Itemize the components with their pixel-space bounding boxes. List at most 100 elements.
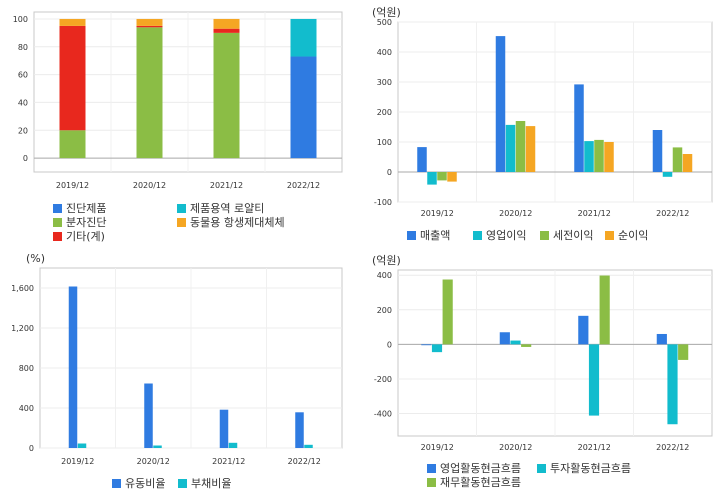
bar [652, 130, 663, 172]
x-tick-label: 2020/12 [499, 209, 532, 218]
bar [136, 27, 163, 159]
legend-label: 순이익 [618, 229, 649, 242]
y-tick-label: 300 [377, 78, 392, 87]
x-tick-label: 2020/12 [137, 457, 170, 466]
x-tick-label: 2020/12 [499, 443, 532, 452]
y-tick-label: 0 [387, 340, 392, 349]
y-tick-label: 20 [18, 126, 28, 135]
x-tick-label: 2019/12 [56, 181, 89, 190]
x-tick-label: 2019/12 [421, 209, 454, 218]
legend-item: 재무활동현금흐름 [427, 476, 521, 489]
bar [499, 332, 510, 345]
bar [59, 25, 86, 131]
bar [447, 172, 457, 182]
bar [667, 344, 678, 425]
legend-item: 분자진단 [53, 216, 106, 229]
chart-cashflow: -400 -200 0 200 400 2019/12 2020/12 2021/12 2022… [374, 269, 713, 452]
unit-label: (억원) [372, 254, 401, 267]
bar [295, 412, 304, 448]
chart-panel-income: (억원) -100 0 100 200 300 400 500 2019/12 2020/12 2… [362, 0, 720, 246]
legend-swatch [605, 231, 614, 240]
bar [431, 344, 443, 353]
legend-revenue-mix: 진단제품 제품용역 로얄티 분자진단 동물용 항생제대체체 기타(계) [0, 0, 355, 246]
x-tick-label: 2021/12 [578, 443, 611, 452]
bar [515, 121, 526, 172]
chart-panel-revenue-mix: 0 20 40 60 80 100 2019/12 2020/12 2021/12 2022/12… [0, 0, 355, 246]
bar [68, 286, 78, 448]
bar [153, 445, 162, 448]
legend-label: 진단제품 [66, 202, 107, 215]
legend-swatch [53, 218, 62, 227]
y-tick-label: -200 [374, 375, 392, 384]
y-tick-label: 60 [18, 71, 28, 80]
legend-swatch [427, 464, 436, 473]
chart-ratios: 0 400 800 1,200 1,600 2019/12 2020/12 2021/12 20… [11, 267, 343, 466]
x-tick-label: 2020/12 [133, 181, 166, 190]
legend-item: 동물용 항생제대체체 [177, 216, 285, 229]
legend-label: 투자활동현금흐름 [550, 462, 631, 475]
legend-swatch [473, 231, 482, 240]
legend-ratios: 유동비율 부채비율 [0, 248, 355, 496]
legend-item: 세전이익 [540, 229, 593, 242]
unit-label: (%) [26, 252, 46, 265]
y-tick-label: 40 [18, 98, 28, 107]
bar [213, 18, 240, 29]
bar [437, 172, 447, 181]
legend-label: 유동비율 [125, 477, 166, 490]
legend-cashflow: 영업활동현금흐름 투자활동현금흐름 재무활동현금흐름 [362, 248, 720, 496]
bar [662, 172, 673, 177]
legend-label: 재무활동현금흐름 [440, 476, 521, 489]
x-tick-label: 2021/12 [210, 181, 243, 190]
bar [213, 32, 240, 159]
bar [584, 141, 594, 172]
legend-label: 세전이익 [553, 229, 594, 242]
legend-swatch [178, 479, 187, 488]
y-tick-label: 80 [18, 43, 28, 52]
legend-label: 영업이익 [486, 229, 527, 242]
y-tick-label: -400 [374, 410, 392, 419]
x-tick-label: 2021/12 [212, 457, 245, 466]
x-tick-label: 2022/12 [656, 443, 689, 452]
legend-item: 유동비율 [112, 477, 165, 490]
bar [578, 315, 589, 345]
bar [417, 147, 427, 172]
y-tick-label: 1,200 [11, 324, 34, 333]
legend-item: 기타(계) [53, 230, 105, 243]
bar [228, 442, 238, 448]
legend-label: 제품용역 로얄티 [190, 202, 265, 215]
y-tick-label: 0 [387, 168, 392, 177]
bar [290, 56, 317, 159]
bar [521, 344, 532, 347]
bar [59, 18, 86, 26]
legend-swatch [53, 232, 62, 241]
legend-swatch [177, 218, 186, 227]
bar [136, 25, 163, 28]
y-tick-label: 100 [13, 15, 28, 24]
legend-swatch [112, 479, 121, 488]
y-tick-label: 800 [19, 364, 34, 373]
legend-item: 영업이익 [473, 229, 526, 242]
legend-label: 영업활동현금흐름 [440, 462, 521, 475]
bar [599, 275, 610, 345]
bar [77, 443, 87, 448]
x-tick-label: 2022/12 [288, 457, 321, 466]
bar [144, 383, 153, 448]
bar [505, 124, 516, 172]
legend-label: 분자진단 [66, 216, 107, 229]
bar [525, 126, 536, 172]
y-tick-label: 500 [377, 18, 392, 27]
legend-swatch [540, 231, 549, 240]
y-tick-label: 200 [377, 108, 392, 117]
x-tick-label: 2022/12 [656, 209, 689, 218]
chart-income: -100 0 100 200 300 400 500 2019/12 2020/12 2021/1… [374, 18, 713, 218]
bar [427, 172, 437, 185]
y-tick-label: -100 [374, 198, 392, 207]
bar [588, 344, 600, 416]
y-tick-label: 1,600 [11, 284, 34, 293]
bar [604, 142, 614, 172]
legend-swatch [177, 204, 186, 213]
legend-label: 기타(계) [66, 230, 105, 243]
chart-panel-ratios: (%) 0 400 800 1,200 1,600 2019/12 2020/12 2021/… [0, 248, 355, 496]
bar [656, 333, 667, 345]
x-tick-label: 2019/12 [61, 457, 94, 466]
